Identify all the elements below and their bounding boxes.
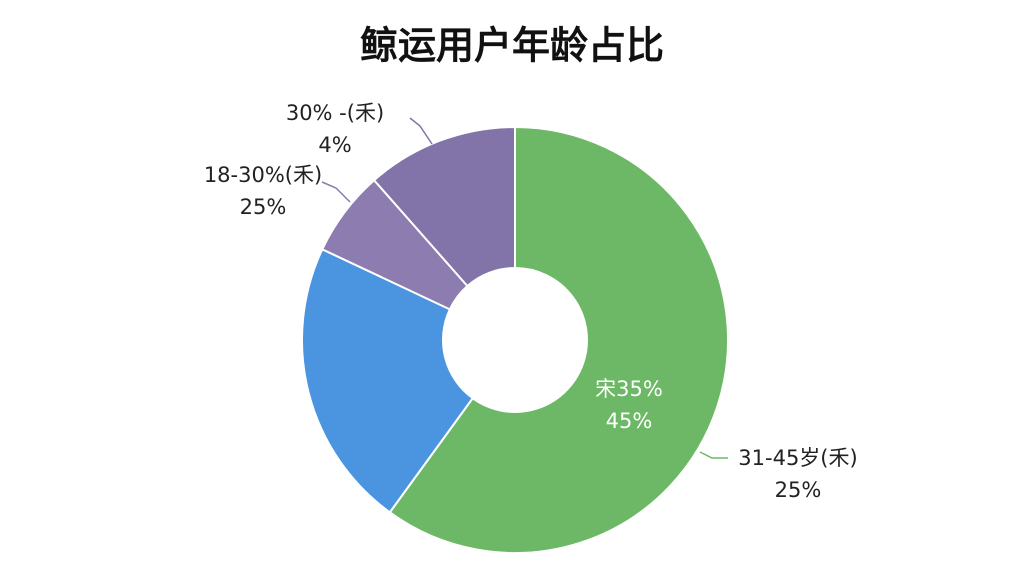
annotation-line: 宋35% (595, 377, 663, 401)
annotation-line: 31-45岁(禾) (738, 446, 857, 470)
slices (301, 125, 729, 554)
annotations: 宋35% 45% 31-45岁(禾) 25% 18-30%(禾) 25% 30% -(禾) 4… (204, 101, 858, 502)
donut-slice (388, 125, 729, 554)
donut-slice (301, 247, 475, 514)
annotation-line: 45% (606, 409, 653, 433)
leader-line (321, 181, 351, 203)
annotation-line: 4% (318, 133, 351, 157)
annotation-line: 25% (240, 195, 287, 219)
donut-slice (372, 125, 516, 288)
chart-title: 鲸运用户年龄占比 (360, 24, 664, 68)
annotation-line: 30% -(禾) (286, 101, 384, 125)
annotation-line: 18-30%(禾) (204, 163, 322, 187)
leader-line (699, 451, 728, 459)
leader-line (409, 117, 433, 145)
annotation-line: 25% (775, 478, 822, 502)
